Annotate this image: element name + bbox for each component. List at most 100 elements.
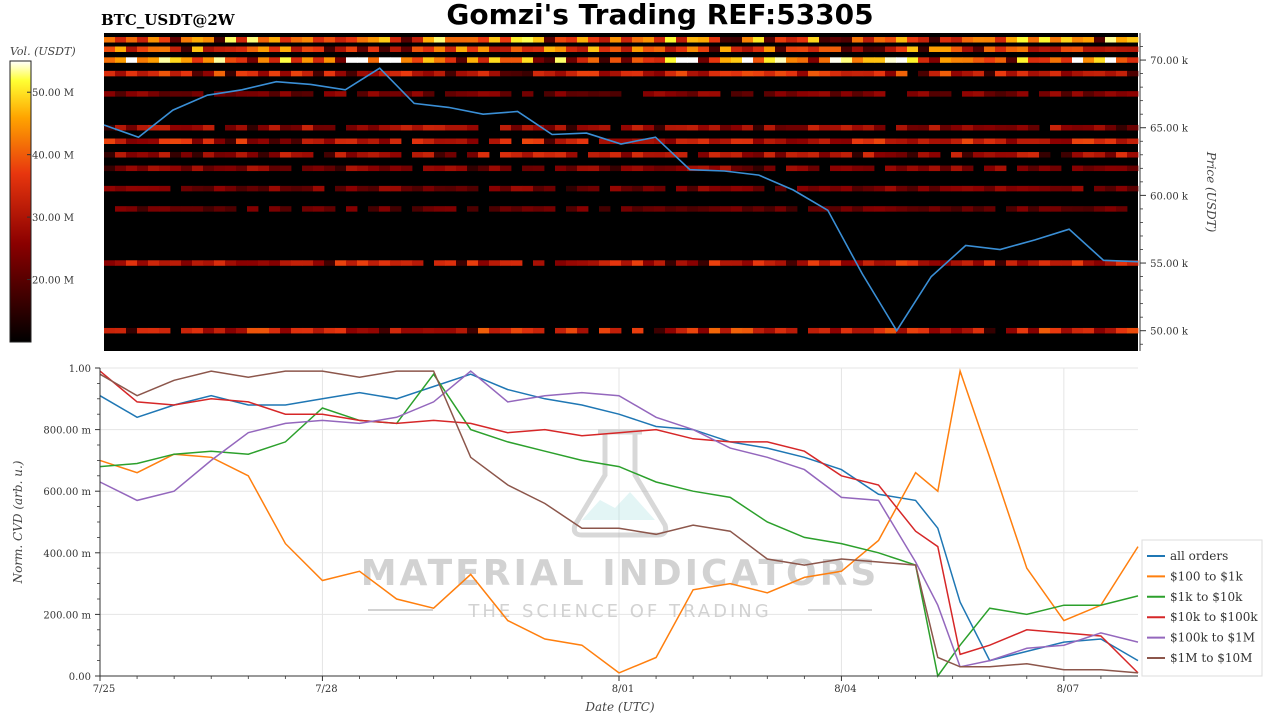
cvd-x-tick-label: 8/01 xyxy=(612,684,634,695)
heatmap-cell xyxy=(379,138,391,145)
heatmap-cell xyxy=(247,91,259,97)
heatmap-cell xyxy=(280,57,292,63)
heatmap-cell xyxy=(1105,91,1117,97)
heatmap-cell xyxy=(489,91,501,97)
heatmap-cell xyxy=(434,185,446,192)
heatmap-cell xyxy=(621,185,633,192)
heatmap-cell xyxy=(500,327,512,334)
heatmap-cell xyxy=(852,70,864,77)
heatmap-cell xyxy=(313,206,325,212)
heatmap-cell xyxy=(1061,57,1073,63)
colorbar-label: Vol. (USDT) xyxy=(10,45,76,58)
heatmap-cell xyxy=(192,46,204,52)
heatmap-cell xyxy=(621,206,633,212)
heatmap-cell xyxy=(1039,206,1051,212)
heatmap-cell xyxy=(654,260,666,266)
heatmap-cell xyxy=(1072,91,1084,97)
heatmap-cell xyxy=(918,260,930,266)
heatmap-cell xyxy=(269,206,281,212)
heatmap-cell xyxy=(423,91,435,97)
heatmap-cell xyxy=(368,327,380,334)
heatmap-cell xyxy=(467,327,479,334)
heatmap-cell xyxy=(852,57,864,63)
heatmap-cell xyxy=(280,165,292,172)
heatmap-cell xyxy=(676,138,688,145)
heatmap-cell xyxy=(643,260,655,266)
watermark-tagline: THE SCIENCE OF TRADING xyxy=(467,601,771,622)
heatmap-cell xyxy=(588,91,600,97)
heatmap-cell xyxy=(181,185,193,192)
heatmap-cell xyxy=(236,260,248,266)
heatmap-cell xyxy=(742,124,754,131)
heatmap-cell xyxy=(786,91,798,97)
heatmap-cell xyxy=(203,46,215,52)
heatmap-cell xyxy=(357,46,369,52)
heatmap-cell xyxy=(368,37,380,43)
heatmap-cell xyxy=(852,165,864,172)
heatmap-cell xyxy=(874,124,886,131)
heatmap-cell xyxy=(390,46,402,52)
heatmap-cell xyxy=(709,124,721,131)
heatmap-cell xyxy=(874,37,886,43)
heatmap-cell xyxy=(445,165,457,172)
heatmap-cell xyxy=(170,91,182,97)
heatmap-cell xyxy=(159,185,171,192)
heatmap-cell xyxy=(588,70,600,77)
heatmap-cell xyxy=(775,152,787,158)
heatmap-cell xyxy=(511,327,523,334)
heatmap-cell xyxy=(533,70,545,77)
heatmap-cell xyxy=(390,327,402,334)
heatmap-cell xyxy=(819,138,831,145)
heatmap-cell xyxy=(753,327,765,334)
heatmap-cell xyxy=(1061,260,1073,266)
heatmap-cell xyxy=(214,46,226,52)
heatmap-cell xyxy=(115,91,127,97)
heatmap-cell xyxy=(346,138,358,145)
heatmap-cell xyxy=(1116,138,1128,145)
heatmap-cell xyxy=(137,124,149,131)
heatmap-cell xyxy=(412,185,424,192)
heatmap-cell xyxy=(896,185,908,192)
heatmap-cell xyxy=(181,138,193,145)
heatmap-cell xyxy=(1127,327,1139,334)
heatmap-cell xyxy=(566,206,578,212)
heatmap-cell xyxy=(676,152,688,158)
heatmap-cell xyxy=(665,124,677,131)
heatmap-cell xyxy=(214,165,226,172)
heatmap-cell xyxy=(258,91,270,97)
heatmap-cell xyxy=(1072,46,1084,52)
heatmap-cell xyxy=(544,206,556,212)
heatmap-cell xyxy=(698,152,710,158)
heatmap-cell xyxy=(467,165,479,172)
heatmap-cell xyxy=(1028,152,1040,158)
heatmap-cell xyxy=(434,206,446,212)
heatmap-cell xyxy=(1028,165,1040,172)
heatmap-cell xyxy=(445,138,457,145)
heatmap-cell xyxy=(357,327,369,334)
heatmap-cell xyxy=(874,138,886,145)
heatmap-cell xyxy=(764,57,776,63)
heatmap-cell xyxy=(1116,165,1128,172)
heatmap-cell xyxy=(731,138,743,145)
heatmap-cell xyxy=(643,91,655,97)
heatmap-cell xyxy=(687,206,699,212)
heatmap-cell xyxy=(995,124,1007,131)
heatmap-cell xyxy=(434,46,446,52)
heatmap-cell xyxy=(676,37,688,43)
heatmap-cell xyxy=(247,138,259,145)
cvd-series-lines xyxy=(99,368,1139,678)
heatmap-cell xyxy=(786,70,798,77)
heatmap-cell xyxy=(852,91,864,97)
heatmap-cell xyxy=(588,152,600,158)
heatmap-cell xyxy=(742,70,754,77)
heatmap-cell xyxy=(742,327,754,334)
heatmap-cell xyxy=(269,185,281,192)
heatmap-cell xyxy=(797,37,809,43)
heatmap-cell xyxy=(599,152,611,158)
heatmap-cell xyxy=(874,57,886,63)
heatmap-cell xyxy=(148,124,160,131)
heatmap-cell xyxy=(951,46,963,52)
cvd-y-tick-label: 600.00 m xyxy=(43,487,91,498)
price-tick-label: 70.00 k xyxy=(1150,56,1189,67)
heatmap-cell xyxy=(1127,185,1139,192)
